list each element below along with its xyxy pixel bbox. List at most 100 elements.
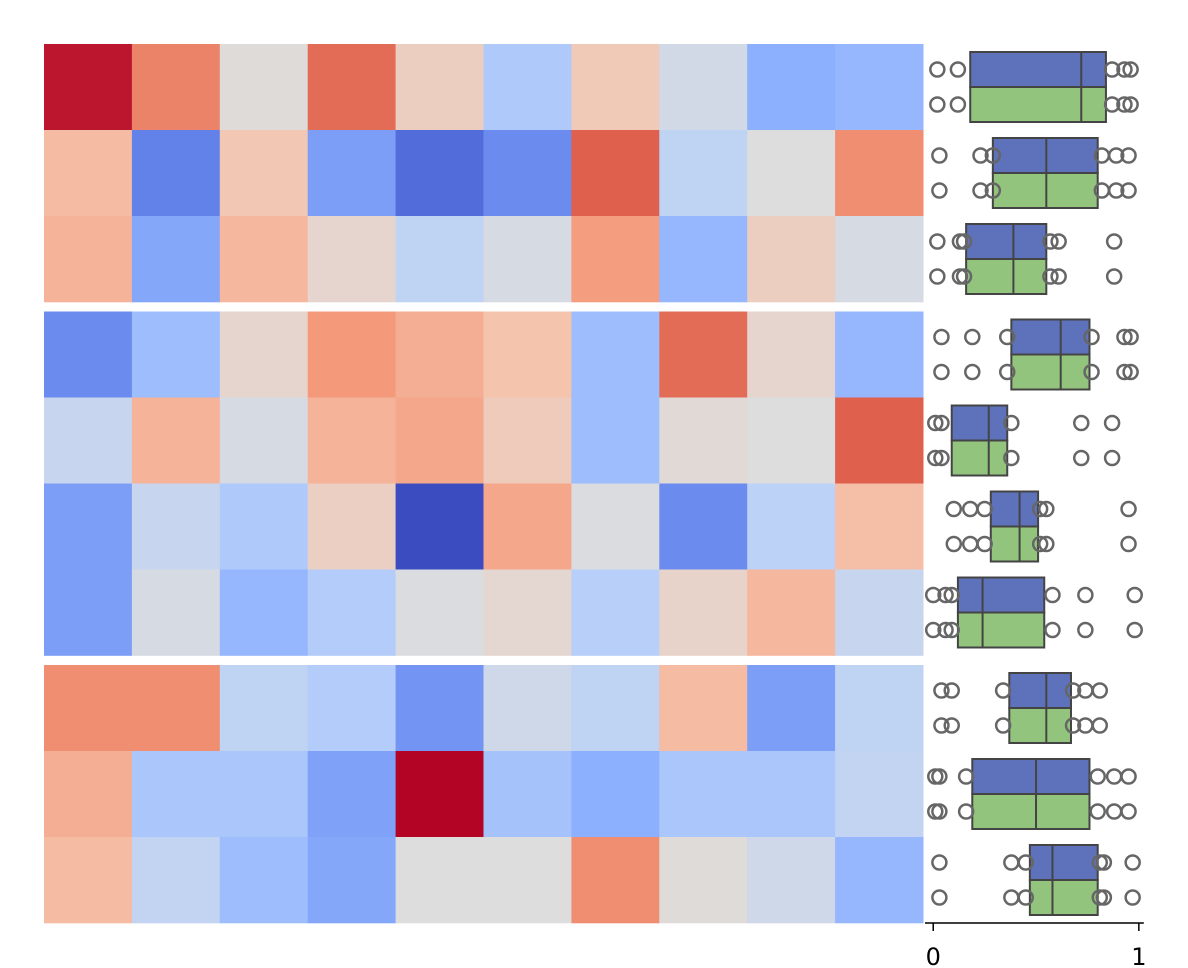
heatmap-cell: [571, 483, 660, 570]
heatmap-cell: [835, 837, 924, 924]
heatmap-cell: [219, 311, 309, 398]
point: [933, 449, 950, 467]
box: [965, 223, 1048, 260]
point: [1083, 328, 1100, 346]
point: [931, 803, 948, 820]
heatmap-cell: [747, 130, 836, 217]
point: [1089, 768, 1106, 785]
heatmap-cell: [307, 751, 397, 838]
heatmap-cell: [747, 665, 836, 752]
heatmap-cell: [747, 751, 836, 838]
point: [1038, 535, 1055, 553]
heatmap-cell: [835, 216, 924, 303]
heatmap-cell: [131, 130, 221, 217]
heatmap-cell: [571, 311, 660, 398]
point: [1073, 414, 1090, 432]
box: [1010, 353, 1091, 391]
point: [1050, 268, 1067, 285]
heatmap-cell: [835, 665, 924, 752]
heatmap-cell: [571, 130, 660, 217]
point: [949, 96, 967, 113]
heatmap-cell: [747, 44, 836, 131]
point: [929, 268, 946, 285]
point: [1050, 233, 1067, 250]
heatmap-cell: [571, 665, 660, 752]
point: [994, 717, 1012, 734]
heatmap-cell: [219, 44, 309, 131]
heatmap-cell: [395, 569, 484, 656]
heatmap-cell: [395, 130, 484, 217]
box: [989, 490, 1040, 528]
heatmap-cell: [571, 569, 660, 656]
heatmap-cell: [747, 837, 836, 924]
point: [927, 449, 944, 467]
point: [945, 500, 963, 518]
heatmap-cell: [835, 130, 924, 217]
point: [1103, 61, 1121, 78]
point: [972, 182, 989, 199]
heatmap-cell: [571, 837, 660, 924]
heatmap-cell: [44, 483, 133, 570]
heatmap-cell: [659, 483, 748, 570]
heatmap-cell: [395, 751, 484, 838]
point: [931, 854, 948, 871]
point: [1064, 682, 1082, 699]
point: [1105, 233, 1123, 250]
point: [933, 414, 950, 432]
point: [976, 500, 993, 518]
point: [937, 621, 954, 639]
point: [924, 586, 942, 604]
box: [991, 137, 1099, 174]
heatmap-cell: [395, 216, 484, 303]
point: [1122, 328, 1139, 346]
heatmap-cell: [483, 216, 572, 303]
heatmap-cell: [571, 44, 660, 131]
point: [1120, 500, 1137, 518]
point: [1077, 621, 1094, 639]
heatmap-cell: [659, 216, 748, 303]
point: [955, 268, 973, 285]
point: [933, 717, 950, 734]
heatmap-cell: [395, 837, 484, 924]
heatmap-cell: [659, 397, 748, 484]
point: [957, 768, 975, 785]
box: [965, 258, 1048, 295]
box: [1008, 672, 1072, 709]
point: [1064, 717, 1082, 734]
heatmap-cell: [131, 44, 221, 131]
heatmap-cell: [835, 311, 924, 398]
point: [957, 803, 975, 820]
box: [950, 439, 1009, 477]
point: [1003, 854, 1020, 871]
heatmap-cell: [483, 311, 572, 398]
box: [969, 86, 1107, 123]
heatmap-cell: [395, 397, 484, 484]
heatmap-cell: [659, 130, 748, 217]
box: [1010, 318, 1091, 356]
point: [943, 717, 960, 734]
point: [998, 328, 1016, 346]
point: [1120, 535, 1137, 553]
x-tick-label: 0: [926, 943, 941, 968]
point: [1091, 682, 1109, 699]
point: [1003, 414, 1020, 432]
heatmap-cell: [131, 216, 221, 303]
point: [1105, 268, 1123, 285]
heatmap-cell: [395, 44, 484, 131]
heatmap-cell: [571, 751, 660, 838]
heatmap-cell: [307, 665, 397, 752]
point: [937, 586, 954, 604]
point: [1103, 449, 1121, 467]
point: [1122, 61, 1139, 78]
point: [943, 586, 960, 604]
point: [1105, 768, 1123, 785]
heatmap-cell: [131, 751, 221, 838]
heatmap-cell: [395, 665, 484, 752]
heatmap-cell: [571, 216, 660, 303]
heatmap-cell: [219, 751, 309, 838]
x-tick-label: 1: [1131, 943, 1146, 968]
heatmap-cell: [483, 130, 572, 217]
box: [1008, 707, 1072, 744]
point: [1031, 535, 1049, 553]
heatmap-cell: [131, 483, 221, 570]
